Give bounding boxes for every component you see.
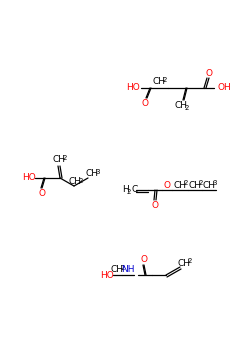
- Text: 2: 2: [79, 178, 83, 184]
- Text: CH: CH: [110, 266, 124, 274]
- Text: CH: CH: [86, 169, 98, 178]
- Text: O: O: [38, 189, 46, 197]
- Text: CH: CH: [202, 181, 215, 189]
- Text: O: O: [164, 181, 170, 189]
- Text: O: O: [140, 256, 147, 265]
- Text: O: O: [142, 98, 148, 107]
- Text: CH: CH: [52, 155, 66, 164]
- Text: H: H: [122, 186, 129, 195]
- Text: CH: CH: [174, 181, 186, 189]
- Text: 2: 2: [188, 258, 192, 264]
- Text: CH: CH: [68, 177, 82, 187]
- Text: OH: OH: [218, 84, 232, 92]
- Text: O: O: [152, 201, 158, 210]
- Text: HO: HO: [126, 84, 140, 92]
- Text: CH: CH: [174, 102, 188, 111]
- Text: 2: 2: [63, 155, 67, 161]
- Text: CH: CH: [178, 259, 190, 267]
- Text: C: C: [131, 186, 137, 195]
- Text: NH: NH: [121, 266, 135, 274]
- Text: HO: HO: [100, 271, 114, 280]
- Text: CH: CH: [188, 181, 202, 189]
- Text: 3: 3: [213, 180, 217, 186]
- Text: 2: 2: [199, 180, 203, 186]
- Text: 2: 2: [163, 77, 167, 83]
- Text: 3: 3: [96, 169, 100, 175]
- Text: HO: HO: [22, 174, 36, 182]
- Text: CH: CH: [152, 77, 166, 86]
- Text: O: O: [206, 69, 212, 77]
- Text: 2: 2: [185, 105, 189, 111]
- Text: 2: 2: [184, 180, 188, 186]
- Text: 2: 2: [127, 189, 132, 195]
- Text: 2: 2: [121, 265, 125, 271]
